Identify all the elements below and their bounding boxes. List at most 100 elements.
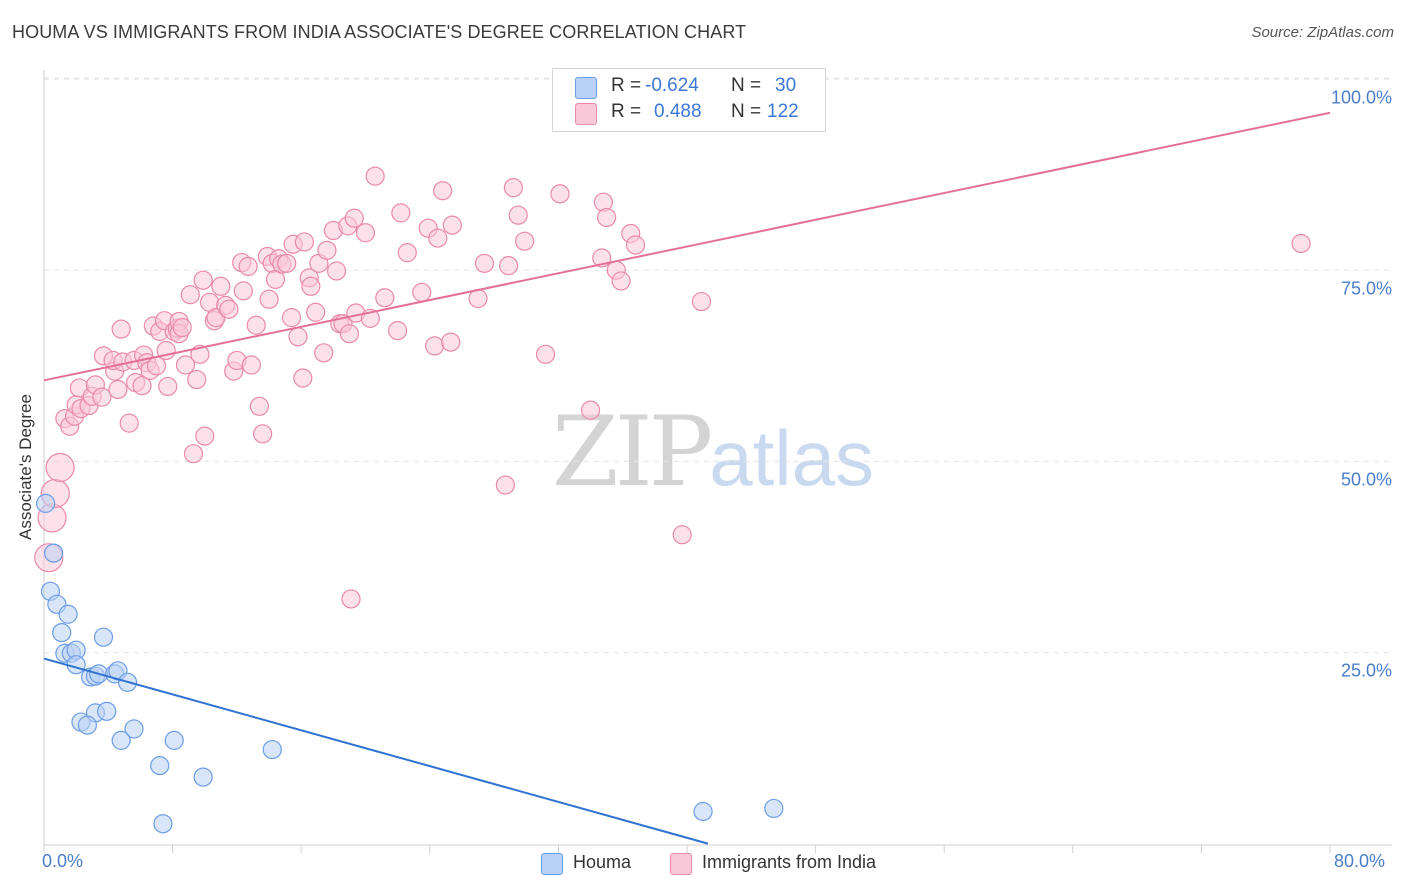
- y-tick-label: 25.0%: [1340, 660, 1392, 681]
- r-label: R =: [611, 101, 642, 122]
- india-point: [326, 261, 347, 281]
- india-point: [175, 355, 196, 375]
- n-value: 122: [767, 101, 799, 122]
- india-point: [301, 276, 321, 296]
- legend-swatch-houma: [541, 853, 563, 875]
- india-point: [211, 276, 231, 296]
- n-label: N =: [731, 75, 762, 96]
- india-point: [172, 317, 192, 338]
- india-point: [108, 379, 128, 400]
- india-point: [498, 256, 519, 276]
- houma-point: [153, 814, 173, 834]
- houma-swatch: [575, 77, 597, 99]
- houma-point: [111, 730, 131, 750]
- houma-point: [36, 493, 56, 513]
- x-tick-label-min: 0.0%: [42, 851, 84, 871]
- india-point: [341, 589, 361, 609]
- india-point: [183, 444, 204, 464]
- n-label: N =: [731, 101, 762, 122]
- legend-swatch-india: [670, 853, 692, 875]
- india-point: [92, 387, 112, 407]
- houma-point: [58, 604, 78, 624]
- houma-point: [66, 655, 86, 675]
- india-point: [391, 203, 411, 223]
- india-point: [611, 271, 631, 291]
- x-tick-label-max: 80.0%: [1334, 851, 1386, 871]
- india-point: [238, 256, 258, 277]
- india-point: [158, 376, 178, 397]
- houma-point: [97, 701, 117, 721]
- r-label: R =: [611, 75, 642, 96]
- india-point: [187, 369, 207, 390]
- houma-point: [124, 719, 144, 739]
- y-tick-label: 75.0%: [1340, 278, 1392, 299]
- houma-point: [93, 627, 114, 647]
- source-credit: Source: ZipAtlas.com: [1251, 24, 1394, 41]
- india-point: [691, 291, 712, 312]
- r-value: 0.488: [654, 101, 702, 122]
- houma-point: [193, 767, 213, 787]
- india-point: [503, 178, 523, 198]
- watermark-atlas: atlas: [709, 414, 874, 502]
- india-point: [597, 207, 617, 228]
- india-point: [355, 223, 376, 243]
- india-point: [193, 270, 213, 290]
- houma-point: [150, 756, 170, 776]
- india-point: [515, 231, 535, 251]
- india-point: [132, 376, 152, 396]
- india-point: [249, 396, 270, 416]
- india-point: [388, 321, 408, 341]
- india-point: [508, 205, 528, 225]
- india-point: [259, 289, 279, 309]
- india-point: [441, 332, 461, 352]
- houma-point: [52, 622, 72, 643]
- houma-point: [77, 715, 98, 735]
- houma-point: [164, 730, 184, 750]
- r-value: -0.624: [645, 75, 699, 96]
- india-point: [672, 525, 692, 545]
- india-point: [314, 343, 334, 363]
- india-point: [428, 228, 448, 248]
- india-point: [195, 426, 215, 446]
- watermark-zip: ZIP: [552, 396, 713, 508]
- india-point: [474, 253, 495, 273]
- india-point: [253, 424, 273, 444]
- india-point: [442, 215, 462, 235]
- india-point: [111, 319, 131, 339]
- y-tick-label: 50.0%: [1340, 469, 1392, 490]
- india-point: [625, 235, 646, 255]
- india-point: [246, 315, 266, 335]
- y-tick-label: 100.0%: [1330, 87, 1392, 108]
- legend-label: Houma: [573, 852, 632, 872]
- india-point: [397, 243, 417, 263]
- india-swatch: [575, 103, 597, 125]
- india-point: [365, 166, 385, 186]
- india-point: [306, 302, 326, 322]
- legend-label: Immigrants from India: [702, 852, 877, 872]
- india-point: [277, 253, 297, 273]
- india-point: [433, 181, 453, 201]
- india-point: [580, 400, 601, 420]
- india-point: [219, 299, 239, 319]
- houma-point: [764, 798, 784, 819]
- india-point: [339, 324, 360, 344]
- india-point: [294, 232, 315, 252]
- stats-box: R = -0.624 N = 30 R = 0.488 N = 122: [552, 68, 826, 132]
- india-point: [535, 344, 556, 364]
- houma-point: [262, 739, 282, 760]
- india-point: [233, 281, 253, 301]
- y-axis-label: Associate's Degree: [16, 394, 35, 540]
- houma-point: [693, 801, 713, 822]
- india-point: [1291, 233, 1311, 254]
- india-point: [180, 285, 200, 305]
- india-point: [119, 413, 139, 433]
- india-point: [344, 208, 364, 228]
- india-point: [550, 184, 570, 204]
- houma-point: [44, 543, 64, 563]
- india-trend-line: [43, 111, 1331, 382]
- india-point: [293, 368, 313, 388]
- india-point: [288, 327, 308, 347]
- india-point: [412, 282, 432, 302]
- india-point: [317, 240, 337, 260]
